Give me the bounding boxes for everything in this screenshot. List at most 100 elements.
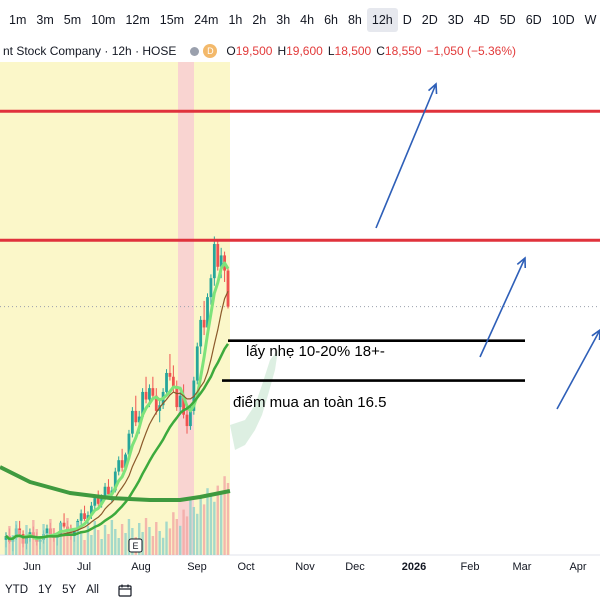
x-tick-label: Sep bbox=[187, 561, 207, 573]
timeframe-4d[interactable]: 4D bbox=[473, 13, 490, 27]
timeframe-3h[interactable]: 3h bbox=[276, 13, 291, 27]
timeframe-w[interactable]: W bbox=[584, 13, 597, 27]
ma-long-line bbox=[0, 465, 231, 502]
event-marker-icon bbox=[128, 538, 143, 553]
candle-body bbox=[212, 244, 216, 279]
volume-bar bbox=[216, 485, 219, 555]
volume-bar bbox=[185, 516, 189, 555]
volume-bar bbox=[103, 525, 107, 555]
event-marker-label: E bbox=[132, 541, 138, 551]
annotation-take-profit: lấy nhẹ 10-20% 18+- bbox=[246, 343, 385, 360]
timeframe-8h[interactable]: 8h bbox=[347, 13, 362, 27]
volume-bar bbox=[155, 522, 158, 555]
candle-body bbox=[45, 528, 49, 535]
candle-body bbox=[189, 410, 192, 427]
timeframe-5d[interactable]: 5D bbox=[499, 13, 516, 27]
volume-bar bbox=[15, 521, 18, 555]
candle-body bbox=[216, 244, 220, 267]
volume-bar bbox=[11, 535, 15, 555]
range-5y[interactable]: 5Y bbox=[62, 584, 77, 596]
timeframe-12m[interactable]: 12m bbox=[125, 13, 150, 27]
volume-bar bbox=[151, 536, 155, 555]
arrow-head bbox=[427, 82, 438, 95]
range-ytd[interactable]: YTD bbox=[5, 584, 28, 596]
volume-bar bbox=[144, 518, 148, 555]
candle-body bbox=[168, 372, 172, 377]
volume-bar bbox=[219, 492, 223, 555]
timeframe-1h[interactable]: 1h bbox=[228, 13, 243, 27]
timeframe-3m[interactable]: 3m bbox=[36, 13, 54, 27]
candle-body bbox=[21, 534, 25, 544]
candle-body bbox=[144, 391, 148, 400]
volume-bar bbox=[202, 504, 206, 555]
timeframe-24m[interactable]: 24m bbox=[194, 13, 219, 27]
timeframe-10m[interactable]: 10m bbox=[91, 13, 116, 27]
low-value: 18,500 bbox=[334, 44, 372, 58]
volume-bar bbox=[86, 526, 90, 555]
candle-body bbox=[195, 346, 199, 381]
candle-body bbox=[137, 416, 141, 423]
candle-body bbox=[202, 319, 206, 328]
candle-body bbox=[175, 388, 179, 408]
timeframe-2d[interactable]: 2D bbox=[421, 13, 438, 27]
volume-bar bbox=[165, 521, 168, 555]
volume-bar bbox=[223, 476, 226, 555]
change-value: −1,050 (−5.36%) bbox=[426, 44, 516, 58]
volume-bar bbox=[8, 526, 11, 555]
low-label: L bbox=[327, 44, 335, 58]
timeframe-10d[interactable]: 10D bbox=[551, 13, 575, 27]
timeframe-6h[interactable]: 6h bbox=[324, 13, 338, 27]
candle-body bbox=[120, 460, 124, 468]
volume-bar bbox=[110, 520, 114, 555]
candle-body bbox=[83, 513, 86, 519]
x-tick-label: 2026 bbox=[402, 561, 426, 573]
volume-bar bbox=[199, 497, 202, 555]
timeframe-2h[interactable]: 2h bbox=[252, 13, 267, 27]
timeframe-4h[interactable]: 4h bbox=[300, 13, 315, 27]
candle-body bbox=[127, 433, 131, 455]
volume-bar bbox=[196, 513, 199, 555]
timeframe-12h[interactable]: 12h bbox=[366, 8, 398, 32]
candle-body bbox=[100, 496, 104, 504]
x-tick-label: Feb bbox=[461, 561, 480, 573]
volume-bar bbox=[28, 534, 32, 555]
candle-body bbox=[209, 278, 213, 298]
candle-body bbox=[117, 460, 121, 472]
range-1y[interactable]: 1Y bbox=[38, 584, 53, 596]
timeframe-toolbar: 1m 3m 5m 10m 12m 15m 24m 1h 2h 3h 4h 6h 8h 12h D 2D 3D 4D… bbox=[0, 0, 600, 40]
volume-bar bbox=[100, 539, 103, 555]
volume-bar bbox=[21, 539, 25, 555]
timeframe-6d[interactable]: 6D bbox=[525, 13, 542, 27]
candle-body bbox=[148, 388, 151, 400]
timeframe-15m[interactable]: 15m bbox=[159, 13, 185, 27]
volume-bar bbox=[192, 507, 196, 555]
trend-arrow bbox=[556, 329, 600, 410]
high-label: H bbox=[277, 44, 287, 58]
range-all[interactable]: All bbox=[86, 584, 99, 596]
candle-body bbox=[178, 395, 182, 408]
volume-bar bbox=[66, 518, 69, 555]
candle-body bbox=[96, 498, 100, 504]
candle-body bbox=[182, 395, 185, 415]
volume-bar bbox=[148, 527, 151, 555]
timeframe-3d[interactable]: 3D bbox=[447, 13, 464, 27]
candle-body bbox=[226, 270, 230, 307]
x-tick-label: Jun bbox=[23, 561, 41, 573]
calendar-icon[interactable] bbox=[118, 584, 132, 597]
candle-body bbox=[154, 395, 158, 411]
x-tick-label: Apr bbox=[569, 561, 586, 573]
volume-bar bbox=[161, 537, 165, 555]
trend-arrow bbox=[375, 83, 437, 229]
symbol-title[interactable]: nt Stock Company · 12h · HOSE bbox=[3, 44, 177, 58]
volume-bar bbox=[206, 488, 209, 555]
timeframe-1m[interactable]: 1m bbox=[9, 13, 27, 27]
high-value: 19,600 bbox=[286, 44, 323, 58]
candle-body bbox=[134, 410, 138, 423]
open-value: 19,500 bbox=[235, 44, 273, 58]
timeframe-5m[interactable]: 5m bbox=[63, 13, 82, 27]
volume-bar bbox=[97, 530, 100, 555]
timeframe-d[interactable]: D bbox=[402, 13, 412, 27]
symbol-legend: nt Stock Company · 12h · HOSE D O 19,500 … bbox=[0, 40, 600, 62]
